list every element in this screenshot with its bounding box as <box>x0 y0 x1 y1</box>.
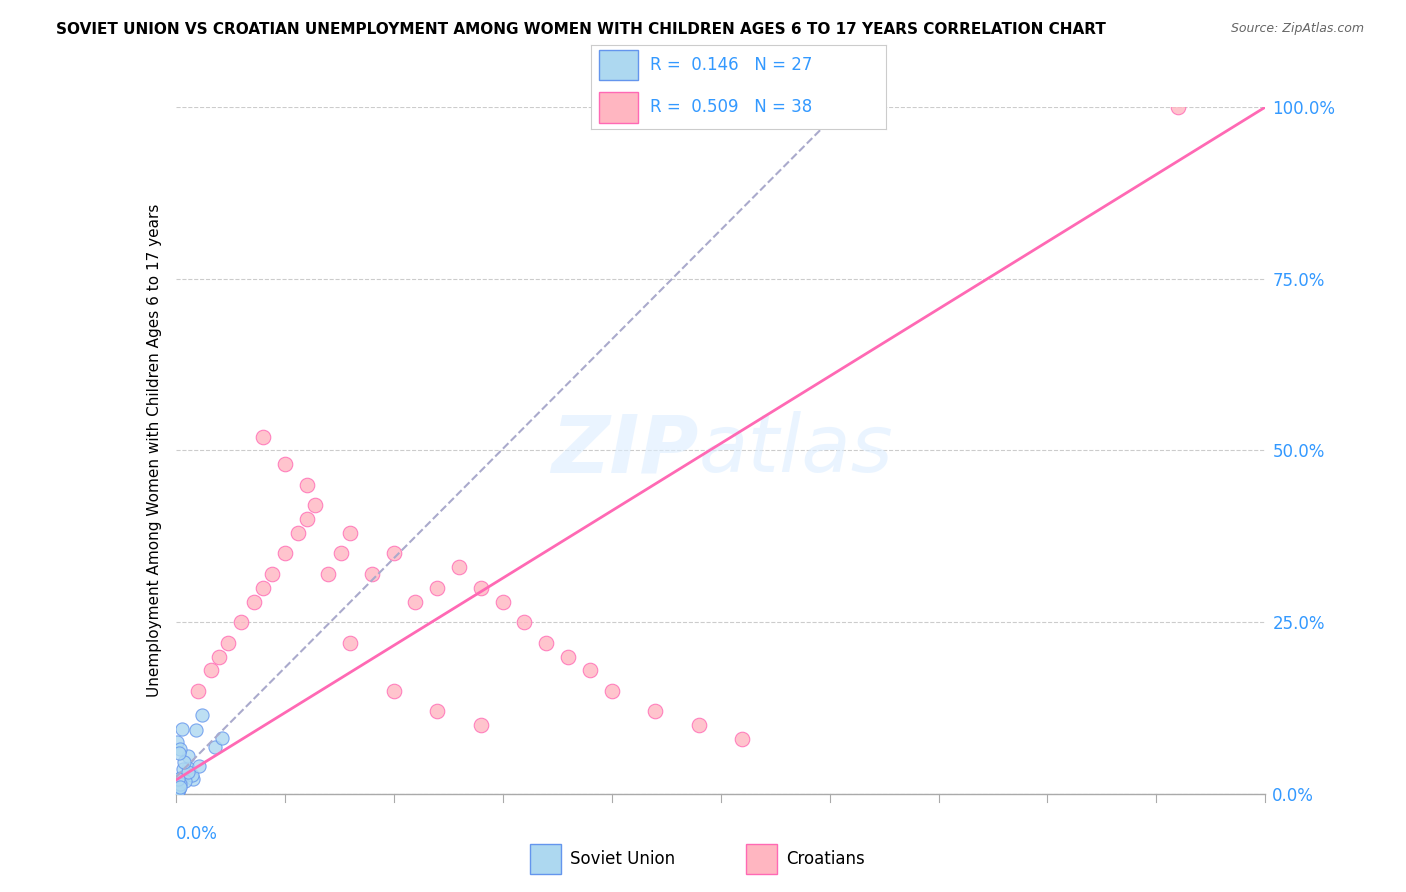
Point <box>260 567 283 582</box>
Point <box>167 784 190 798</box>
Point <box>304 499 326 513</box>
Point <box>243 594 266 608</box>
Point <box>470 718 492 732</box>
Point <box>295 478 318 492</box>
Point <box>177 749 200 764</box>
Point <box>170 770 193 784</box>
Point <box>188 758 211 772</box>
Text: SOVIET UNION VS CROATIAN UNEMPLOYMENT AMONG WOMEN WITH CHILDREN AGES 6 TO 17 YEA: SOVIET UNION VS CROATIAN UNEMPLOYMENT AM… <box>56 22 1107 37</box>
Point <box>166 772 188 786</box>
Point <box>167 781 190 796</box>
Point <box>252 430 274 444</box>
Text: R =  0.146   N = 27: R = 0.146 N = 27 <box>650 56 811 74</box>
Point <box>274 457 297 471</box>
Point <box>186 683 209 698</box>
Point <box>579 663 602 677</box>
Point <box>200 663 222 677</box>
Point <box>426 705 449 719</box>
Point <box>318 567 340 582</box>
Point <box>360 567 382 582</box>
Text: atlas: atlas <box>699 411 894 490</box>
Bar <box>530 844 561 874</box>
Point <box>644 705 666 719</box>
Point <box>287 525 309 540</box>
Point <box>180 768 202 782</box>
Point <box>177 764 200 779</box>
Point <box>184 723 207 737</box>
Point <box>492 594 515 608</box>
Text: Croatians: Croatians <box>786 850 865 868</box>
Bar <box>747 844 778 874</box>
Point <box>688 718 710 732</box>
Point <box>330 546 353 561</box>
Point <box>165 785 187 799</box>
Point <box>405 594 427 608</box>
Point <box>231 615 253 630</box>
Point <box>167 746 190 760</box>
Text: Source: ZipAtlas.com: Source: ZipAtlas.com <box>1230 22 1364 36</box>
Text: Soviet Union: Soviet Union <box>569 850 675 868</box>
Text: R =  0.509   N = 38: R = 0.509 N = 38 <box>650 98 811 116</box>
Point <box>382 683 405 698</box>
Point <box>173 755 195 769</box>
Point <box>167 773 190 788</box>
Point <box>169 742 191 756</box>
Point <box>557 649 579 664</box>
Point <box>217 636 239 650</box>
Point <box>174 774 197 789</box>
Point <box>339 525 361 540</box>
Point <box>600 683 623 698</box>
Point <box>447 560 470 574</box>
Point <box>166 735 188 749</box>
Point <box>191 708 214 723</box>
Text: ZIP: ZIP <box>551 411 699 490</box>
Point <box>172 763 194 777</box>
Point <box>382 546 405 561</box>
Point <box>339 636 361 650</box>
Point <box>252 581 274 595</box>
Point <box>1167 100 1189 114</box>
Point <box>170 722 193 736</box>
Point <box>208 649 231 664</box>
Bar <box>599 50 638 80</box>
Point <box>426 581 449 595</box>
Point <box>176 761 198 775</box>
Point <box>167 782 190 797</box>
Text: 0.0%: 0.0% <box>176 825 218 843</box>
Bar <box>599 92 638 122</box>
Point <box>534 636 557 650</box>
Point <box>169 780 191 794</box>
Point <box>169 777 191 791</box>
Point <box>295 512 318 526</box>
Point <box>211 731 233 745</box>
Point <box>274 546 297 561</box>
Y-axis label: Unemployment Among Women with Children Ages 6 to 17 years: Unemployment Among Women with Children A… <box>146 203 162 698</box>
Point <box>731 731 754 746</box>
Point <box>470 581 492 595</box>
Point <box>204 740 226 755</box>
Point <box>181 772 204 787</box>
Point <box>167 784 190 798</box>
Point <box>513 615 536 630</box>
